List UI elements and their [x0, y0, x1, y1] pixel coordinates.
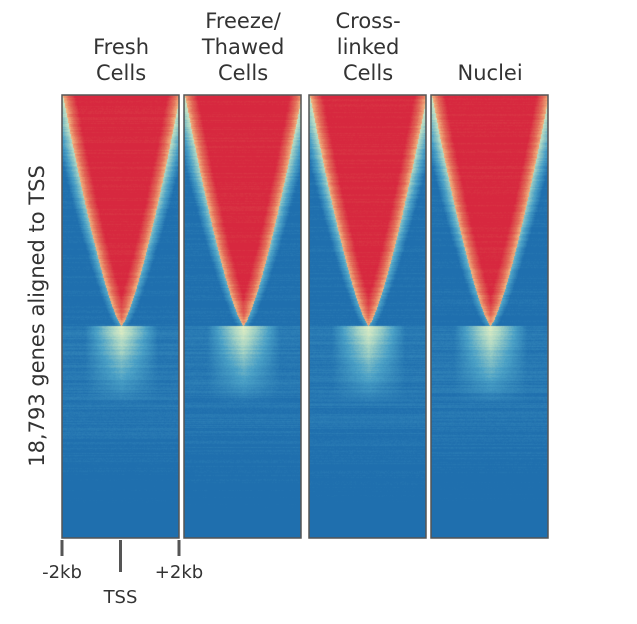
x-tick-label: +2kb: [155, 562, 203, 583]
y-axis-label: 18,793 genes aligned to TSS: [25, 165, 49, 467]
heatmap-panel: [183, 94, 302, 539]
panel-frame: [61, 94, 180, 539]
heatmap-image: [309, 95, 426, 538]
heatmap-image: [184, 95, 301, 538]
panel-title: Cells: [96, 61, 146, 85]
panel-frame: [430, 94, 549, 539]
panel-titles: FreshCellsFreeze/ThawedCellsCross-linked…: [93, 9, 523, 85]
heatmap-image: [62, 95, 179, 538]
panel-title: Freeze/: [205, 9, 282, 33]
heatmap-panels: [61, 94, 549, 539]
x-tick-label: TSS: [103, 587, 138, 608]
panel-frame: [183, 94, 302, 539]
panel-frame: [308, 94, 427, 539]
panel-title: linked: [337, 35, 400, 59]
x-tick-label: -2kb: [42, 562, 82, 583]
heatmap-panel: [61, 94, 180, 539]
heatmap-panel: [308, 94, 427, 539]
heatmap-image: [431, 95, 548, 538]
panel-title: Fresh: [93, 35, 149, 59]
panel-title: Cross-: [336, 9, 401, 33]
panel-title: Thawed: [201, 35, 284, 59]
panel-title: Cells: [343, 61, 393, 85]
panel-title: Cells: [218, 61, 268, 85]
x-axis: -2kb TSS +2kb: [42, 540, 203, 608]
panel-title: Nuclei: [458, 61, 523, 85]
heatmap-panel: [430, 94, 549, 539]
